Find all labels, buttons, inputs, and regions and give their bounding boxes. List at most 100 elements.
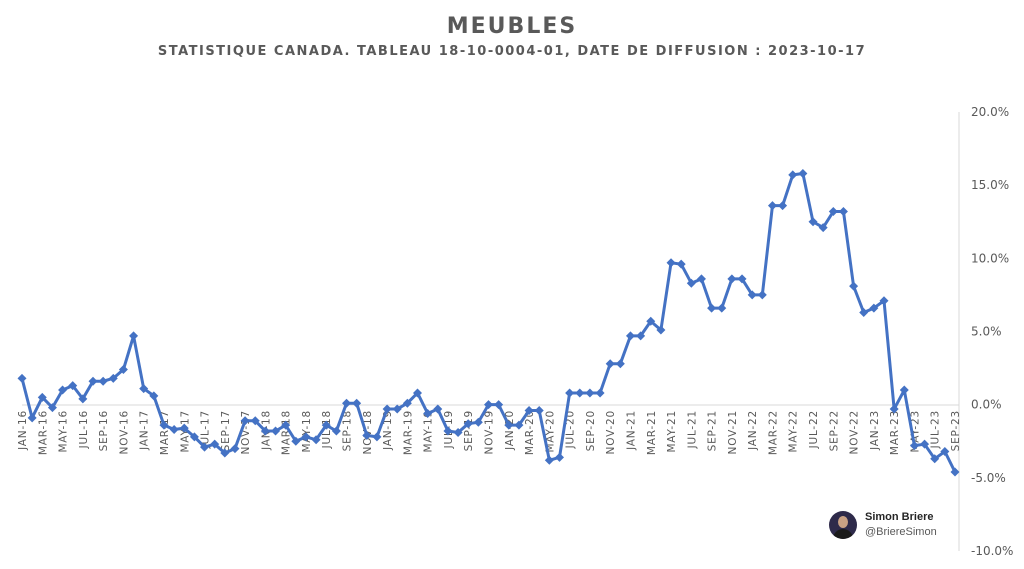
- x-tick-label: JAN-21: [625, 410, 637, 451]
- x-tick-label: MAR-21: [646, 410, 658, 455]
- data-point: [311, 435, 321, 445]
- data-point: [554, 452, 564, 462]
- x-tick-label: MAY-22: [788, 410, 800, 453]
- data-point: [78, 394, 88, 404]
- x-tick-label: NOV-19: [484, 410, 496, 454]
- author-name: Simon Briere: [865, 511, 934, 523]
- x-tick-label: NOV-21: [727, 410, 739, 454]
- y-tick-labels: 20.0% 15.0% 10.0% 5.0% 0.0% -5.0% -10.0%: [971, 105, 1013, 558]
- x-tick-label: SEP-16: [98, 410, 110, 451]
- x-tick-label: SEP-17: [220, 410, 232, 451]
- data-point: [666, 258, 676, 268]
- data-point: [696, 274, 706, 284]
- data-point: [605, 359, 615, 369]
- data-point: [757, 290, 767, 300]
- y-tick-label: 15.0%: [971, 178, 1009, 192]
- x-tick-label: JUL-21: [686, 410, 698, 449]
- x-tick-label: MAY-20: [544, 410, 556, 453]
- x-tick-label: MAY-21: [666, 410, 678, 453]
- data-point: [565, 388, 575, 398]
- data-point: [707, 303, 717, 313]
- data-point: [494, 400, 504, 410]
- data-point: [737, 274, 747, 284]
- data-point: [27, 413, 37, 423]
- data-point: [727, 274, 737, 284]
- data-point: [382, 404, 392, 414]
- data-point: [595, 388, 605, 398]
- data-point: [139, 384, 149, 394]
- data-point: [798, 168, 808, 178]
- data-point: [17, 373, 27, 383]
- data-point: [463, 419, 473, 429]
- data-point: [484, 400, 493, 410]
- x-tick-label: SEP-23: [950, 410, 962, 451]
- data-point: [443, 426, 453, 436]
- data-point: [291, 436, 301, 446]
- data-point: [778, 201, 788, 211]
- data-point: [413, 388, 423, 398]
- data-point: [98, 376, 108, 386]
- x-tick-label: MAR-16: [37, 410, 49, 455]
- x-tick-label: JUL-18: [321, 410, 333, 449]
- y-tick-label: -10.0%: [971, 544, 1013, 558]
- data-point: [118, 365, 128, 375]
- data-point: [676, 259, 686, 269]
- x-tick-label: SEP-21: [707, 410, 719, 451]
- data-point: [859, 307, 869, 317]
- data-point: [402, 398, 412, 408]
- data-point: [362, 430, 372, 440]
- y-tick-label: -5.0%: [971, 471, 1006, 485]
- data-point: [281, 420, 291, 430]
- x-tick-label: MAY-16: [58, 410, 70, 453]
- data-point: [88, 376, 98, 386]
- data-point: [352, 398, 362, 408]
- data-point: [767, 201, 777, 211]
- x-tick-label: JAN-17: [139, 410, 151, 451]
- data-point: [200, 442, 210, 452]
- x-tick-label: JAN-16: [17, 410, 29, 451]
- data-point: [717, 303, 727, 313]
- y-tick-label: 5.0%: [971, 325, 1002, 339]
- data-point: [47, 403, 57, 413]
- author-handle: @BriereSimon: [865, 526, 937, 538]
- x-tick-label: NOV-22: [849, 410, 861, 454]
- data-point: [433, 404, 443, 414]
- x-tick-label: NOV-20: [605, 410, 617, 454]
- data-point: [889, 404, 899, 414]
- data-point: [636, 331, 646, 341]
- x-tick-label: MAR-18: [281, 410, 293, 455]
- data-point: [686, 278, 696, 288]
- data-point: [646, 316, 656, 326]
- data-markers: [17, 168, 960, 477]
- author-credit: Simon Briere @BriereSimon: [829, 509, 937, 541]
- data-point: [331, 426, 341, 436]
- data-point: [879, 296, 889, 306]
- data-point: [423, 408, 433, 418]
- x-tick-label: JUL-20: [565, 410, 577, 449]
- data-point: [58, 385, 68, 395]
- data-point: [392, 404, 402, 414]
- x-tick-label: SEP-19: [463, 410, 475, 451]
- data-point: [909, 441, 919, 451]
- data-point: [108, 373, 118, 383]
- y-tick-label: 10.0%: [971, 251, 1009, 265]
- data-point: [524, 406, 534, 416]
- data-point: [230, 444, 240, 454]
- avatar: [829, 511, 857, 539]
- x-tick-label: JUL-17: [200, 410, 212, 449]
- data-point: [940, 446, 950, 456]
- data-point: [747, 290, 757, 300]
- data-point: [189, 432, 199, 442]
- x-tick-label: JUL-16: [78, 410, 90, 449]
- x-tick-label: NOV-16: [118, 410, 130, 454]
- data-point: [899, 385, 909, 395]
- data-point: [625, 331, 635, 341]
- data-point: [920, 439, 930, 449]
- x-tick-label: JUL-22: [808, 410, 820, 449]
- x-tick-label: MAR-23: [889, 410, 901, 455]
- data-point: [504, 420, 514, 430]
- data-point: [544, 455, 554, 465]
- x-tick-label: MAY-19: [423, 410, 435, 453]
- data-point: [179, 423, 189, 433]
- data-point: [301, 432, 311, 442]
